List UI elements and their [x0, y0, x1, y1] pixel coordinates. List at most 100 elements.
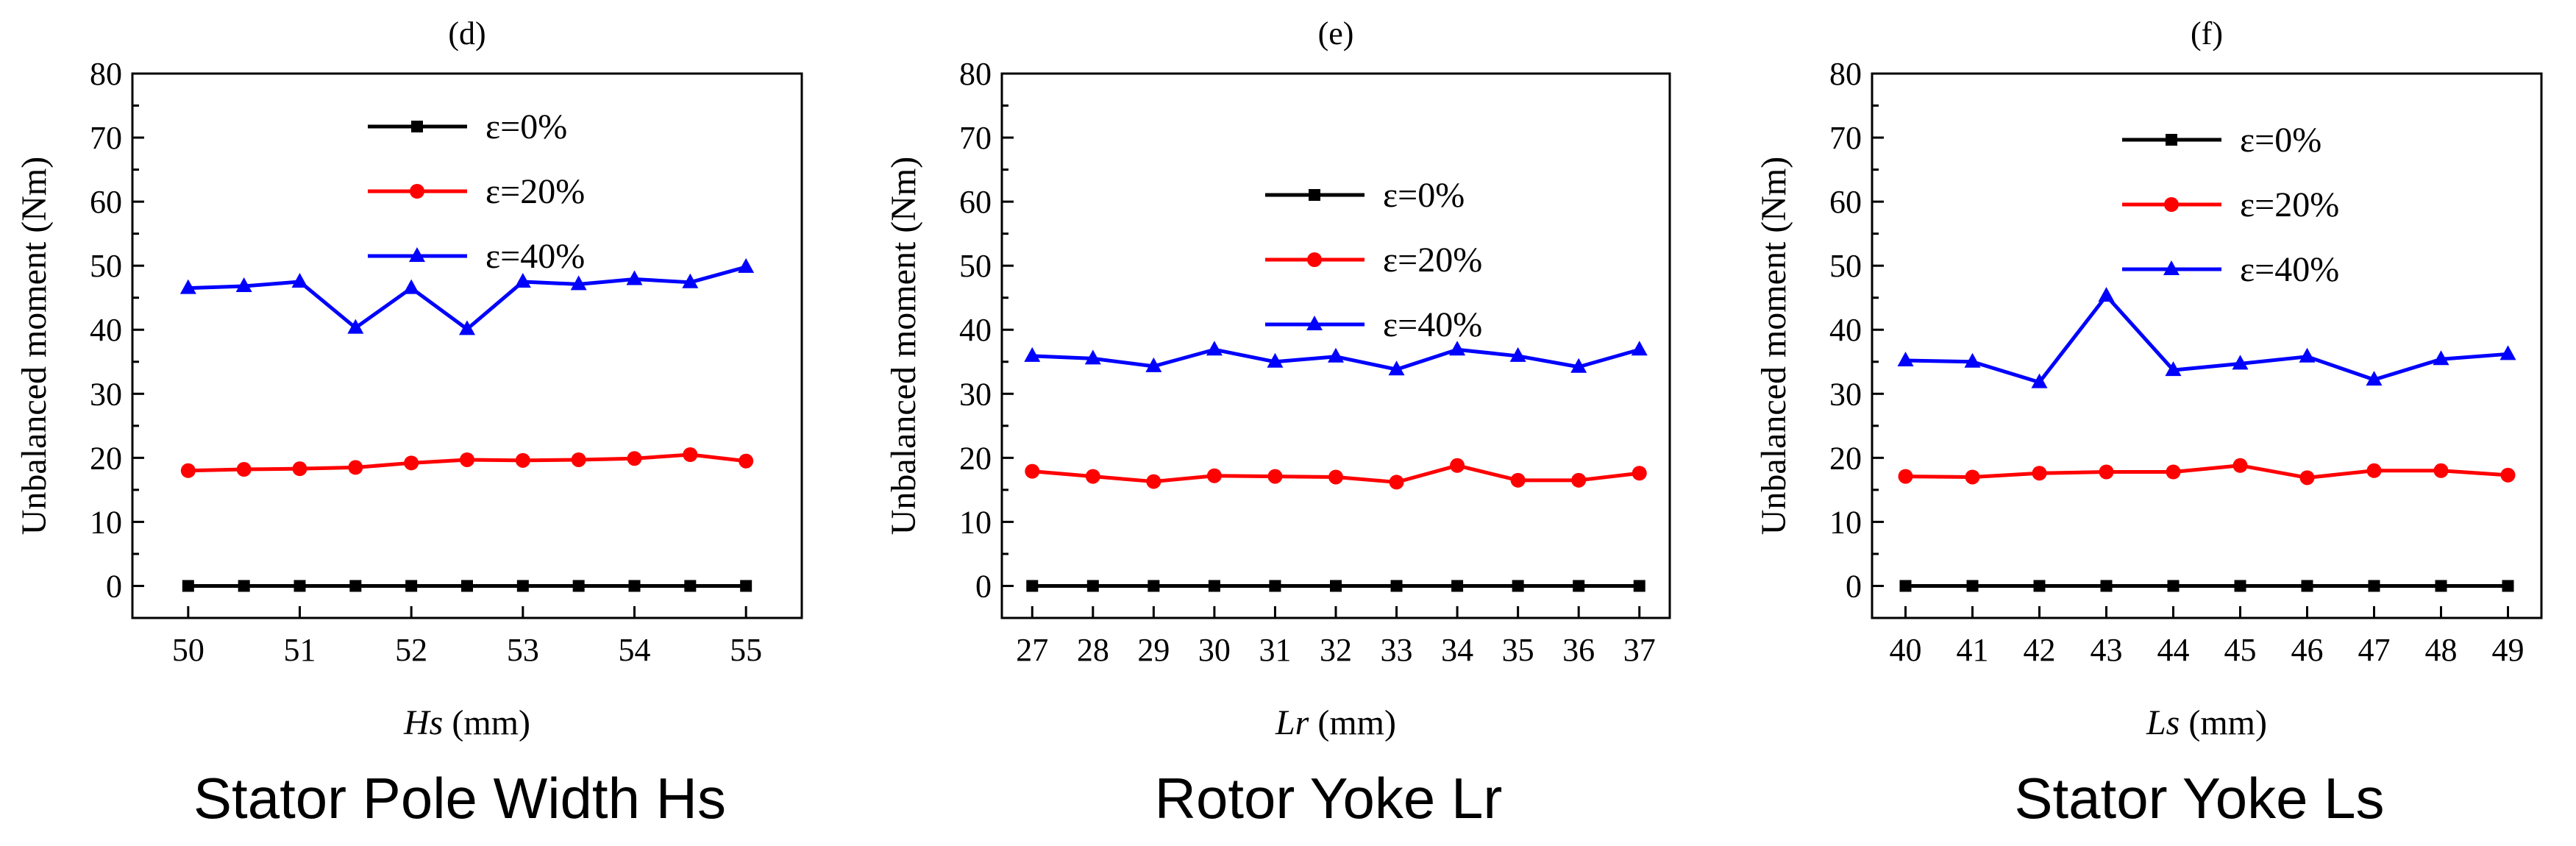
x-tick-label: 42	[2024, 632, 2056, 668]
data-point	[1025, 463, 1040, 479]
y-tick-label: 20	[959, 440, 992, 476]
y-axis-label: Unbalanced moment (Nm)	[1754, 157, 1793, 536]
x-tick-label: 35	[1502, 632, 1534, 668]
data-point	[2032, 466, 2047, 481]
x-axis-label: Ls (mm)	[2146, 703, 2267, 742]
data-point	[291, 272, 308, 288]
y-tick-label: 50	[959, 248, 992, 284]
data-point	[293, 580, 306, 592]
x-tick-label: 44	[2157, 632, 2190, 668]
data-point	[238, 580, 250, 592]
data-point	[180, 463, 196, 478]
data-point	[1026, 580, 1039, 592]
data-point	[1512, 580, 1524, 592]
x-tick-label: 52	[395, 632, 427, 668]
x-tick-label: 27	[1016, 632, 1048, 668]
data-point	[1450, 458, 1465, 473]
data-point	[2232, 355, 2249, 370]
data-point	[2433, 463, 2449, 478]
data-point	[2500, 467, 2516, 483]
x-tick-label: 33	[1381, 632, 1413, 668]
x-axis-label: Lr (mm)	[1275, 703, 1396, 742]
y-tick-label: 10	[1829, 504, 1862, 540]
data-point	[1966, 580, 1979, 592]
data-point	[570, 275, 587, 291]
y-tick-label: 60	[959, 184, 992, 220]
data-point	[1206, 341, 1223, 356]
x-tick-label: 54	[619, 632, 651, 668]
legend-label: ε=40%	[485, 237, 585, 276]
data-point	[1084, 349, 1101, 365]
data-point	[1148, 580, 1160, 592]
data-point	[1389, 474, 1404, 490]
legend-label: ε=20%	[485, 172, 585, 211]
data-point	[461, 580, 473, 592]
legend-swatch-marker	[2163, 260, 2180, 275]
legend-label: ε=20%	[2240, 185, 2339, 224]
data-point	[628, 580, 641, 592]
data-point	[2033, 580, 2046, 592]
data-point	[515, 452, 530, 468]
data-point	[1509, 346, 1526, 362]
y-tick-label: 50	[90, 248, 122, 284]
legend-swatch-marker	[1306, 316, 1323, 330]
x-tick-label: 51	[284, 632, 316, 668]
series-line	[1905, 294, 2508, 385]
x-tick-label: 32	[1320, 632, 1352, 668]
plot-frame	[1871, 72, 2543, 619]
data-point	[2166, 464, 2181, 480]
data-point	[1390, 580, 1403, 592]
data-point	[1570, 358, 1587, 373]
y-tick-label: 40	[959, 312, 992, 348]
data-point	[2502, 580, 2514, 592]
series-0	[1026, 580, 1645, 592]
x-tick-label: 43	[2091, 632, 2123, 668]
data-point	[1510, 472, 1526, 488]
panel-caption: Stator Yoke Ls	[2014, 766, 2385, 831]
series-2	[1897, 287, 2516, 388]
x-tick-label: 47	[2358, 632, 2391, 668]
series-1	[1025, 458, 1647, 490]
y-axis-label: Unbalanced moment (Nm)	[15, 157, 54, 536]
y-tick-label: 30	[90, 376, 122, 412]
data-point	[2301, 580, 2313, 592]
series-2	[1024, 341, 1648, 376]
data-point	[235, 277, 252, 293]
chart-title: (e)	[1318, 15, 1354, 51]
data-point	[349, 580, 362, 592]
data-point	[236, 462, 252, 477]
data-point	[2167, 580, 2180, 592]
series-0	[1899, 580, 2514, 592]
legend-label: ε=40%	[2240, 250, 2339, 289]
plot-frame	[1000, 72, 1671, 619]
x-tick-label: 46	[2291, 632, 2324, 668]
chart-panel-f: 0 10 20 30 40 50 60 70 80 40 41 42 43 44 45 46 47 48 49 (f)…	[1754, 15, 2543, 742]
series-1	[180, 447, 754, 478]
data-point	[516, 580, 529, 592]
y-tick-label: 70	[1829, 120, 1862, 156]
data-point	[404, 455, 419, 471]
data-point	[2098, 287, 2115, 302]
x-tick-label: 40	[1890, 632, 1922, 668]
data-point	[1573, 580, 1585, 592]
y-tick-label: 80	[90, 56, 122, 92]
y-tick-label: 0	[975, 568, 992, 604]
y-tick-label: 10	[959, 504, 992, 540]
y-tick-label: 60	[90, 184, 122, 220]
data-point	[1024, 346, 1041, 362]
data-point	[2299, 470, 2315, 486]
data-point	[2234, 580, 2246, 592]
data-point	[2232, 458, 2248, 473]
legend-label: ε=20%	[1383, 241, 1482, 280]
data-point	[1571, 472, 1587, 488]
data-point	[1632, 466, 1647, 481]
y-tick-label: 80	[1829, 56, 1862, 92]
data-point	[1330, 580, 1342, 592]
series-line	[188, 265, 747, 331]
legend-label: ε=40%	[1383, 305, 1482, 344]
data-point	[2368, 580, 2380, 592]
panel-caption: Stator Pole Width Hs	[193, 766, 726, 831]
data-point	[2435, 580, 2447, 592]
y-tick-label: 0	[1846, 568, 1862, 604]
data-point	[572, 580, 585, 592]
